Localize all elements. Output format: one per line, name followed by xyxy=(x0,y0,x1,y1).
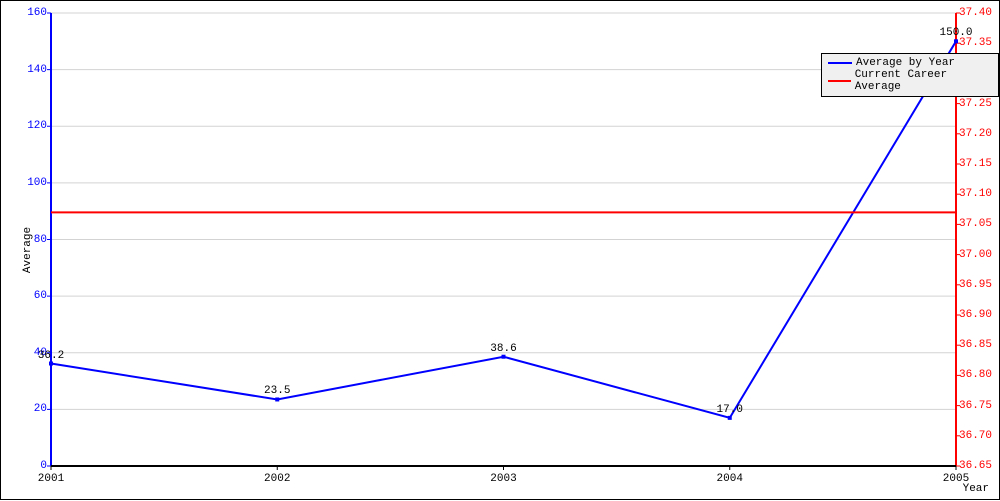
data-point-label: 150.0 xyxy=(939,27,972,39)
data-point-label: 23.5 xyxy=(264,385,290,397)
legend-row: Average by Year xyxy=(828,57,992,69)
data-point-label: 36.2 xyxy=(38,350,64,362)
legend-label: Current Career Average xyxy=(855,69,992,93)
legend-row: Current Career Average xyxy=(828,69,992,93)
data-point-label: 38.6 xyxy=(490,343,516,355)
legend-line-swatch xyxy=(828,80,851,82)
legend-label: Average by Year xyxy=(856,57,955,69)
legend: Average by YearCurrent Career Average xyxy=(821,53,999,97)
data-point-label: 17.0 xyxy=(717,404,743,416)
chart-container: Average Year 020406080100120140160 36.65… xyxy=(0,0,1000,500)
legend-line-swatch xyxy=(828,62,852,64)
